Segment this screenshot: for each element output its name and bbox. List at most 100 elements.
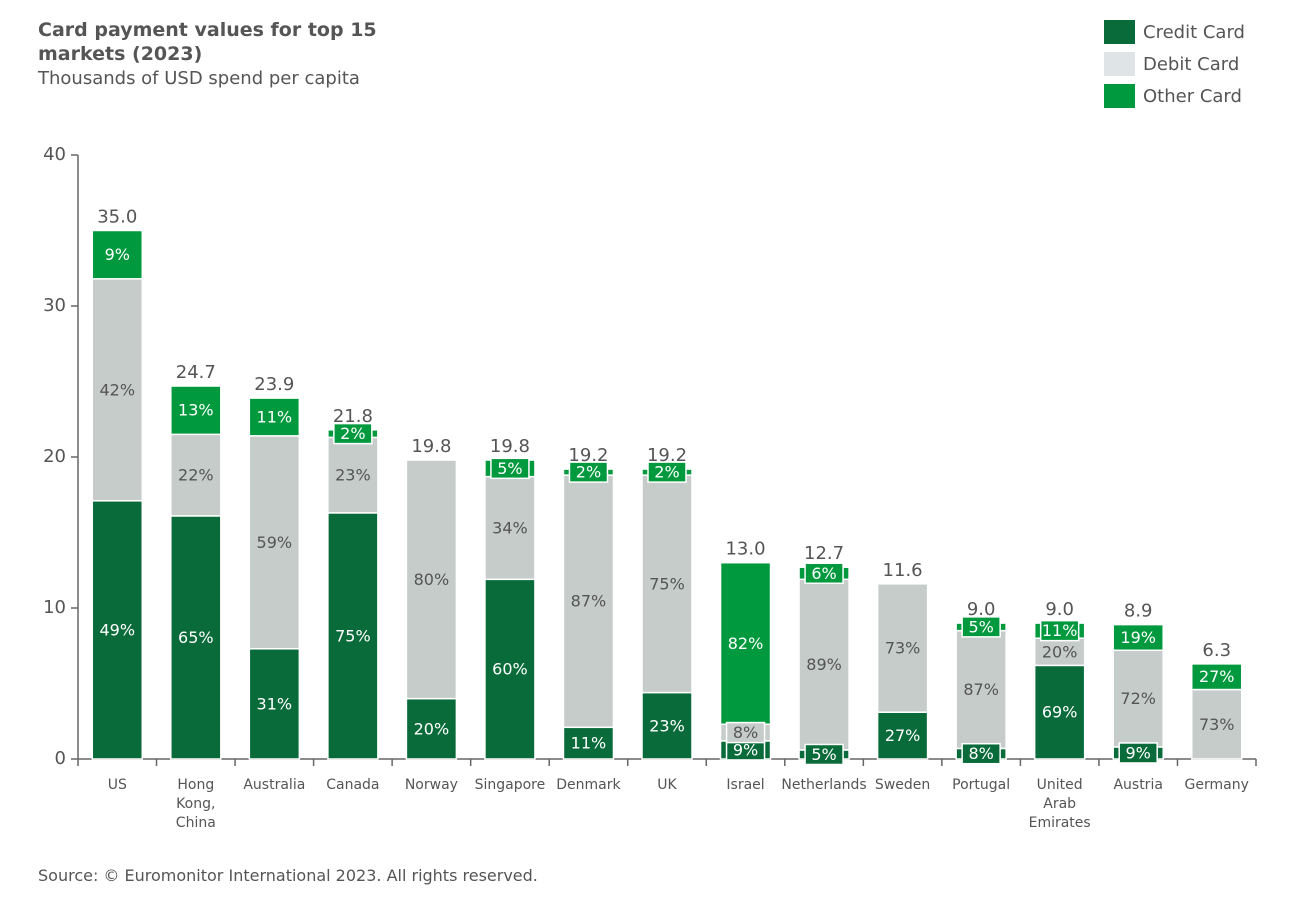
data-label: 11%: [1042, 621, 1078, 640]
bar-segment: [248, 648, 301, 760]
data-label: 11%: [571, 734, 607, 753]
x-tick-label: Netherlands: [781, 777, 867, 793]
data-label: 31%: [257, 694, 293, 713]
bar-segment: [719, 561, 772, 726]
label-badge: [568, 461, 609, 483]
label-badge: [490, 457, 530, 480]
data-label: 22%: [178, 466, 214, 485]
bar-segment: [1190, 663, 1243, 691]
data-label: 5%: [968, 617, 993, 636]
data-label: 27%: [1199, 667, 1235, 686]
label-badge: [961, 742, 1001, 765]
x-tick-label: Australia: [243, 777, 306, 793]
data-label: 60%: [492, 660, 528, 679]
data-label: 87%: [963, 680, 999, 699]
total-label: 12.7: [804, 543, 844, 564]
x-tick-label: Singapore: [474, 777, 546, 793]
data-label: 75%: [335, 626, 371, 645]
label-badge: [1118, 742, 1158, 764]
bar-segment: [170, 433, 222, 517]
total-label: 19.8: [411, 436, 451, 457]
bar-segment: [484, 475, 536, 581]
data-label: 13%: [178, 401, 214, 420]
data-label: 5%: [811, 745, 836, 764]
bar-segment: [1190, 688, 1243, 760]
total-label: 11.6: [883, 560, 923, 581]
total-label: 19.2: [647, 445, 687, 466]
data-label: 20%: [414, 719, 450, 738]
label-badge: [1039, 619, 1080, 642]
bar-segment: [876, 711, 929, 760]
y-tick-label: 10: [43, 597, 66, 618]
legend-swatch: [1104, 84, 1135, 108]
chart-title: Card payment values for top 15 markets (…: [38, 19, 377, 65]
total-label: 9.0: [967, 599, 996, 620]
legend-swatch: [1104, 20, 1135, 44]
bar-segment: [562, 726, 615, 760]
bar-segment: [1033, 664, 1086, 760]
label-badge: [804, 562, 844, 585]
data-label: 9%: [105, 245, 130, 264]
x-tick-label: Germany: [1184, 777, 1249, 793]
x-tick-label: Sweden: [874, 777, 931, 793]
total-label: 24.7: [176, 362, 216, 383]
y-tick-label: 30: [43, 295, 66, 316]
data-label: 23%: [649, 716, 685, 735]
data-label: 2%: [654, 463, 679, 482]
chart-subtitle: Thousands of USD spend per capita: [38, 68, 360, 89]
bar-segment: [955, 629, 1007, 750]
bar-segment: [641, 474, 693, 694]
bar-segment: [876, 583, 929, 713]
legend-label: Other Card: [1143, 86, 1242, 107]
data-label: 89%: [806, 655, 842, 674]
bar-segment: [248, 435, 301, 650]
total-label: 8.9: [1124, 601, 1153, 622]
total-label: 13.0: [725, 539, 765, 560]
x-tick-label: Canada: [326, 777, 380, 793]
legend-swatch: [1104, 52, 1135, 76]
x-tick-label: Portugal: [952, 777, 1011, 793]
bar-segment: [170, 385, 222, 436]
data-label: 42%: [99, 380, 135, 399]
x-tick-label: UK: [657, 777, 677, 793]
y-tick-label: 0: [55, 748, 66, 769]
label-badge: [647, 461, 687, 483]
data-label: 65%: [178, 628, 214, 647]
label-badge: [333, 422, 373, 445]
data-label: 73%: [885, 639, 921, 658]
data-label: 9%: [1126, 743, 1151, 762]
data-label: 72%: [1120, 689, 1156, 708]
data-label: 20%: [1042, 642, 1078, 661]
bar-segment: [405, 459, 458, 700]
bar-segment: [798, 578, 850, 751]
legend-label: Credit Card: [1143, 22, 1245, 43]
data-label: 19%: [1120, 628, 1156, 647]
data-label: 5%: [497, 459, 522, 478]
data-label: 69%: [1042, 703, 1078, 722]
legend-label: Debit Card: [1143, 54, 1239, 75]
x-tick-label: Hong Kong, China: [175, 777, 216, 831]
data-label: 49%: [99, 620, 135, 639]
bar-segment: [1112, 649, 1164, 748]
y-tick-label: 40: [43, 144, 66, 165]
data-label: 11%: [257, 407, 293, 426]
x-tick-label: US: [107, 777, 127, 793]
total-label: 6.3: [1202, 640, 1231, 661]
x-tick-label: Israel: [726, 777, 765, 793]
data-label: 73%: [1199, 715, 1235, 734]
data-label: 2%: [340, 424, 365, 443]
label-badge: [725, 721, 766, 744]
bar-segment: [91, 229, 144, 280]
source-note: Source: © Euromonitor International 2023…: [38, 866, 538, 885]
x-tick-label: Denmark: [556, 777, 621, 793]
bar-segment: [405, 697, 458, 760]
total-label: 21.8: [333, 406, 373, 427]
data-label: 82%: [728, 634, 764, 653]
x-tick-label: United Arab Emirates: [1028, 777, 1091, 831]
data-label: 34%: [492, 518, 528, 537]
label-badge: [804, 743, 844, 766]
total-label: 23.9: [254, 374, 294, 395]
data-label: 59%: [257, 533, 293, 552]
data-label: 2%: [576, 463, 601, 482]
